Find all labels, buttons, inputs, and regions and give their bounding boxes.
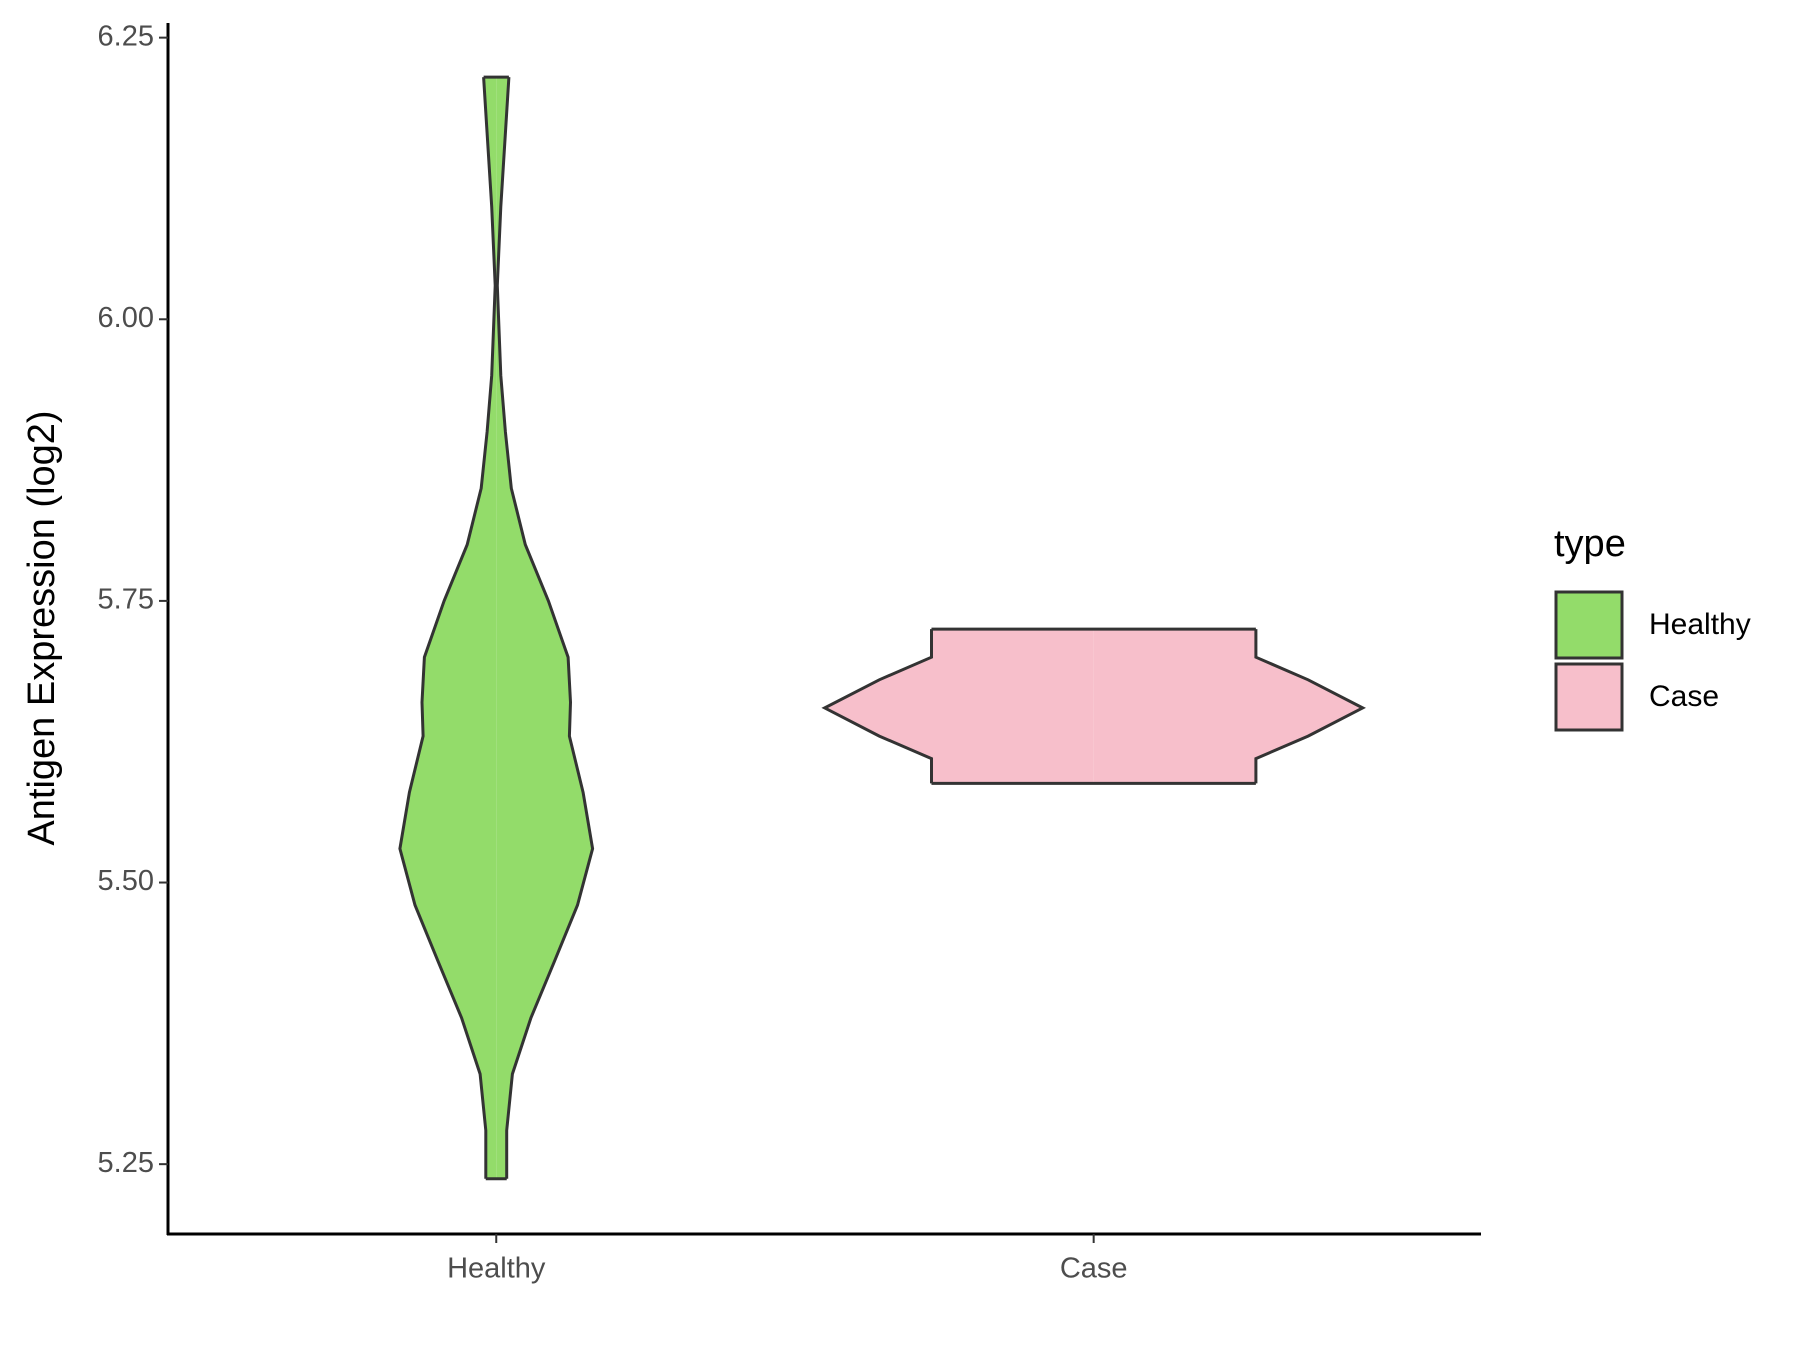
legend-key — [1554, 590, 1624, 660]
y-axis-title: Antigen Expression (log2) — [21, 410, 63, 845]
y-tick-label: 5.75 — [98, 584, 154, 616]
y-tick-label: 6.25 — [98, 20, 154, 52]
legend-label: Healthy — [1649, 608, 1751, 641]
violin-half — [496, 77, 593, 1179]
violin-outline — [398, 77, 497, 1179]
violin-half — [399, 77, 497, 1179]
y-tick-label: 6.00 — [98, 302, 154, 334]
y-tick-label: 5.50 — [98, 865, 154, 897]
violin-half — [824, 629, 1094, 784]
violin-outline — [821, 629, 933, 784]
legend-key — [1554, 662, 1624, 732]
legend-title: type — [1554, 523, 1626, 565]
violin-outline — [1254, 629, 1366, 784]
legend-label: Case — [1649, 680, 1719, 713]
x-tick-label: Case — [1060, 1253, 1128, 1285]
violin-half — [1093, 629, 1363, 784]
x-tick-label: Healthy — [447, 1253, 546, 1285]
violin-outline — [495, 77, 595, 1179]
y-tick-label: 5.25 — [98, 1147, 154, 1179]
